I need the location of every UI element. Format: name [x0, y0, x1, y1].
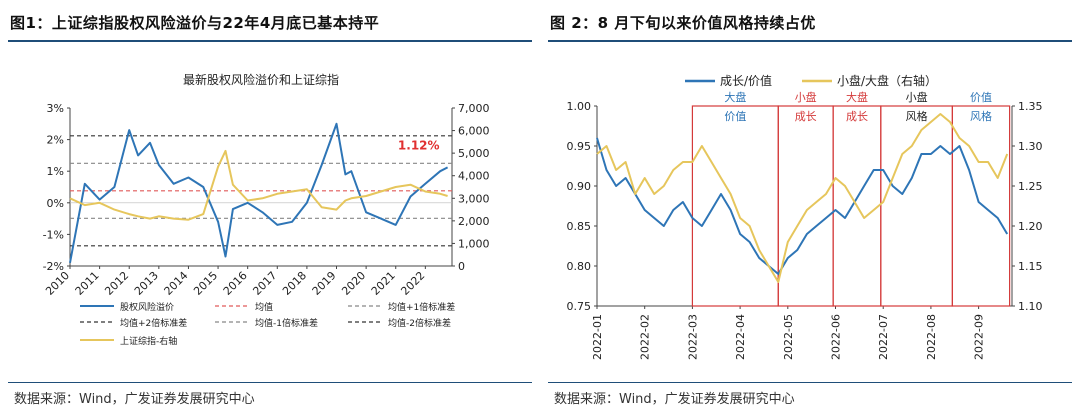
- left-y-tick-label: 3%: [47, 102, 64, 115]
- left-y-tick-label: 0.75: [567, 300, 592, 313]
- figure-1-chart: 最新股权风险溢价和上证综指 -2% -1% 0% 1% 2% 3% 0 1,000 2,000 3,…: [43, 72, 490, 347]
- x-tick-label: 2013: [132, 269, 161, 298]
- figure-1-top-rule: [8, 40, 532, 42]
- x-tick-label: 2022: [398, 269, 427, 298]
- period-label-2: 价值: [724, 110, 746, 123]
- period-box: [951, 105, 1011, 307]
- series-line: [596, 113, 1009, 283]
- x-tick-label: 2022-06: [830, 314, 843, 360]
- left-y-tick-label: 2%: [47, 134, 64, 147]
- left-y-tick-label: -1%: [43, 228, 64, 241]
- x-tick-label: 2015: [191, 269, 220, 298]
- legend-label: 均值-1倍标准差: [255, 317, 318, 329]
- period-label-2: 风格: [970, 109, 992, 123]
- right-y-tick-label: 1.20: [1018, 220, 1043, 233]
- figure-2-bottom-rule: [548, 382, 1072, 383]
- right-y-tick-label: 1.25: [1018, 180, 1043, 193]
- series-line: [69, 122, 449, 263]
- series-line: [596, 137, 1009, 275]
- period-label-1: 大盘: [846, 90, 868, 104]
- figure-1-title: 图1：上证综指股权风险溢价与22年4月底已基本持平: [10, 14, 380, 32]
- legend-label: 均值+2倍标准差: [120, 317, 187, 329]
- figure-2-source: 数据来源：Wind，广发证券发展研究中心: [554, 392, 795, 407]
- right-y-tick-label: 6,000: [458, 125, 490, 138]
- left-y-tick-label: 0.80: [567, 260, 592, 273]
- left-y-tick-label: 1%: [47, 165, 64, 178]
- period-label-2: 成长: [795, 110, 817, 123]
- x-tick-label: 2022-07: [877, 314, 890, 360]
- figure-2-chart: 成长/价值 小盘/大盘（右轴） 0.75 0.80 0.85 0.90 0.95 1.00 1.…: [567, 73, 1043, 360]
- figure-1-bottom-rule: [8, 382, 532, 383]
- legend-label: 股权风险溢价: [120, 301, 174, 313]
- x-tick-label: 2020: [339, 269, 368, 298]
- right-y-tick-label: 0: [458, 260, 465, 273]
- period-label-1: 小盘: [906, 90, 928, 104]
- left-y-tick-label: 0.95: [567, 140, 592, 153]
- legend-label: 上证综指-右轴: [120, 335, 177, 347]
- x-tick-label: 2010: [43, 269, 72, 298]
- annotation-label: 1.12%: [398, 138, 440, 152]
- x-tick-label: 2014: [162, 269, 191, 298]
- period-box: [777, 105, 834, 307]
- legend-label: 小盘/大盘（右轴）: [837, 73, 937, 88]
- right-y-tick-label: 1.30: [1018, 140, 1043, 153]
- period-label-1: 小盘: [795, 90, 817, 104]
- x-tick-label: 2021: [369, 269, 398, 298]
- period-label-2: 风格: [906, 109, 928, 123]
- period-label-2: 成长: [846, 110, 868, 123]
- x-tick-label: 2022-02: [639, 314, 652, 360]
- right-y-tick-label: 1,000: [458, 237, 490, 250]
- figure-1-source: 数据来源：Wind，广发证券发展研究中心: [14, 392, 255, 407]
- legend-label: 均值: [255, 301, 273, 313]
- series-line: [69, 149, 448, 221]
- period-label-1: 大盘: [724, 90, 746, 104]
- x-tick-label: 2019: [310, 269, 339, 298]
- left-y-tick-label: 0.90: [567, 180, 592, 193]
- right-y-tick-label: 1.10: [1018, 300, 1043, 313]
- right-y-tick-label: 4,000: [458, 170, 490, 183]
- left-y-tick-label: 1.00: [567, 100, 592, 113]
- period-box: [880, 105, 953, 307]
- right-y-tick-label: 5,000: [458, 147, 490, 160]
- x-tick-label: 2022-04: [734, 314, 747, 360]
- x-tick-label: 2018: [280, 269, 309, 298]
- x-tick-label: 2016: [221, 269, 250, 298]
- right-y-tick-label: 1.15: [1018, 260, 1043, 273]
- right-y-tick-label: 3,000: [458, 192, 490, 205]
- x-tick-label: 2022-05: [782, 314, 795, 360]
- legend-label: 成长/价值: [720, 73, 772, 88]
- x-tick-label: 2017: [250, 269, 279, 298]
- chart-1-title: 最新股权风险溢价和上证综指: [183, 72, 339, 87]
- right-y-tick-label: 2,000: [458, 215, 490, 228]
- period-label-1: 价值: [970, 91, 992, 104]
- left-y-tick-label: -2%: [43, 260, 64, 273]
- figure-2-top-rule: [548, 40, 1072, 42]
- x-tick-label: 2022-09: [973, 314, 986, 360]
- right-y-tick-label: 7,000: [458, 102, 490, 115]
- left-y-tick-label: 0.85: [567, 220, 592, 233]
- x-tick-label: 2012: [102, 269, 131, 298]
- x-tick-label: 2022-01: [591, 314, 604, 360]
- left-y-tick-label: 0%: [47, 197, 64, 210]
- x-tick-label: 2011: [73, 269, 102, 298]
- x-tick-label: 2022-03: [686, 314, 699, 360]
- x-tick-label: 2022-08: [925, 314, 938, 360]
- figure-2-title: 图 2：8 月下旬以来价值风格持续占优: [550, 14, 816, 32]
- legend-label: 均值+1倍标准差: [388, 301, 455, 313]
- right-y-tick-label: 1.35: [1018, 100, 1043, 113]
- legend-label: 均值-2倍标准差: [388, 317, 451, 329]
- figure-2-panel: 图 2：8 月下旬以来价值风格持续占优 成长/价值 小盘/大盘（右轴） 0.75 0.…: [540, 0, 1080, 415]
- figure-1-panel: 图1：上证综指股权风险溢价与22年4月底已基本持平 最新股权风险溢价和上证综指 -…: [8, 14, 532, 407]
